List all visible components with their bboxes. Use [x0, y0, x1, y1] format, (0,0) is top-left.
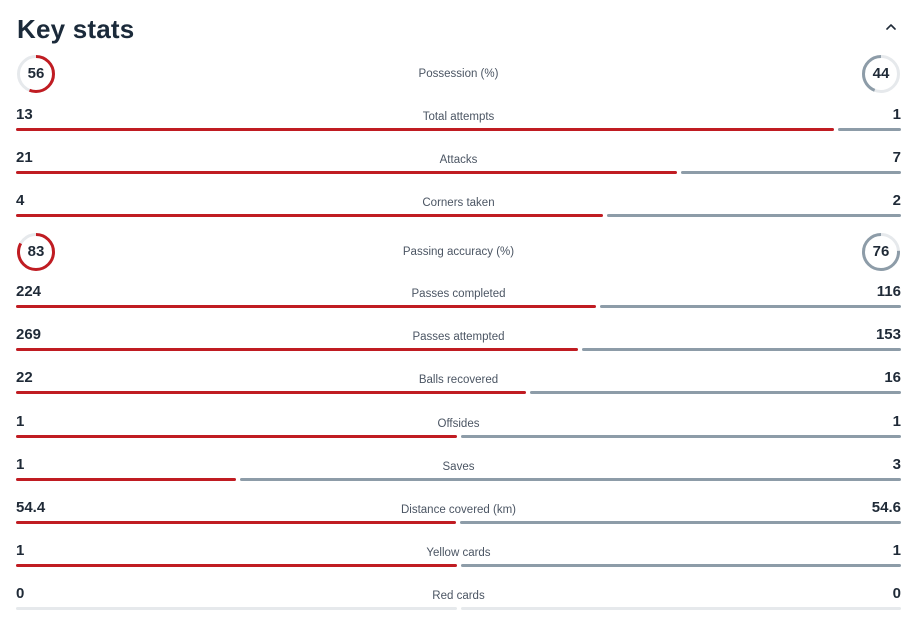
comparison-bar	[16, 607, 901, 610]
comparison-bar	[16, 214, 901, 217]
home-bar	[16, 348, 578, 351]
home-bar	[16, 214, 604, 217]
home-ring-graphic	[17, 55, 55, 93]
comparison-bar	[16, 128, 901, 131]
home-bar	[16, 171, 677, 174]
home-value: 4	[16, 192, 25, 209]
away-value: 0	[892, 585, 901, 602]
stat-label: Passes completed	[411, 288, 506, 300]
away-value: 7	[892, 149, 901, 166]
away-value: 54.6	[871, 499, 901, 516]
away-bar	[581, 348, 901, 351]
home-ring-graphic	[17, 233, 55, 271]
stat-label: Possession (%)	[418, 68, 499, 80]
away-ring-graphic	[862, 55, 900, 93]
comparison-bar	[16, 478, 901, 481]
home-value: 1	[16, 456, 25, 473]
home-value: 269	[16, 326, 42, 343]
comparison-bar	[16, 305, 901, 308]
away-ring: 76	[861, 232, 901, 272]
stat-label: Passes attempted	[412, 331, 505, 343]
away-bar	[600, 305, 901, 308]
away-bar	[607, 214, 901, 217]
away-bar	[460, 435, 901, 438]
comparison-bar	[16, 171, 901, 174]
away-value: 2	[892, 192, 901, 209]
away-value: 1	[892, 106, 901, 123]
stat-row-passing-accuracy: 83 Passing accuracy (%) 76	[16, 232, 901, 272]
home-ring: 83	[16, 232, 56, 272]
home-value: 22	[16, 369, 33, 386]
home-bar	[16, 607, 457, 610]
chevron-up-icon[interactable]	[882, 18, 900, 36]
away-value: 116	[876, 283, 901, 300]
away-value: 153	[875, 326, 901, 343]
away-bar	[680, 171, 901, 174]
comparison-bar	[16, 391, 901, 394]
away-ring-graphic	[862, 233, 900, 271]
home-value: 224	[16, 283, 42, 300]
home-value: 13	[16, 106, 33, 123]
comparison-bar	[16, 435, 901, 438]
home-bar	[16, 435, 457, 438]
comparison-bar	[16, 348, 901, 351]
home-bar	[16, 521, 456, 524]
stat-label: Balls recovered	[418, 374, 499, 386]
away-bar	[530, 391, 901, 394]
stat-label: Passing accuracy (%)	[402, 246, 515, 258]
stat-label: Total attempts	[422, 111, 495, 123]
home-value: 54.4	[16, 499, 46, 516]
away-value: 16	[884, 369, 901, 386]
away-bar	[240, 478, 901, 481]
away-bar	[459, 521, 901, 524]
home-bar	[16, 564, 457, 567]
home-value: 83	[27, 243, 45, 260]
home-ring: 56	[16, 54, 56, 94]
away-bar	[838, 128, 901, 131]
away-bar	[460, 607, 901, 610]
away-ring: 44	[861, 54, 901, 94]
stat-label: Yellow cards	[426, 547, 491, 559]
away-bar	[460, 564, 901, 567]
home-bar	[16, 305, 597, 308]
away-value: 1	[892, 542, 901, 559]
home-bar	[16, 478, 237, 481]
home-value: 1	[16, 413, 25, 430]
away-value: 1	[892, 413, 901, 430]
stat-label: Offsides	[437, 418, 480, 430]
home-bar	[16, 128, 835, 131]
stat-label: Saves	[442, 461, 475, 473]
away-value: 44	[872, 65, 890, 82]
stat-label: Distance covered (km)	[400, 504, 517, 516]
key-stats-title: Key stats	[17, 14, 135, 44]
home-value: 21	[16, 149, 33, 166]
home-value: 0	[16, 585, 25, 602]
comparison-bar	[16, 521, 901, 524]
away-value: 3	[892, 456, 901, 473]
stat-label: Red cards	[432, 590, 485, 602]
home-value: 56	[27, 65, 45, 82]
home-value: 1	[16, 542, 25, 559]
stat-label: Attacks	[439, 154, 478, 166]
comparison-bar	[16, 564, 901, 567]
stat-row-possession: 56 Possession (%) 44	[16, 54, 901, 94]
home-bar	[16, 391, 527, 394]
stat-label: Corners taken	[422, 197, 495, 209]
away-value: 76	[872, 243, 890, 260]
